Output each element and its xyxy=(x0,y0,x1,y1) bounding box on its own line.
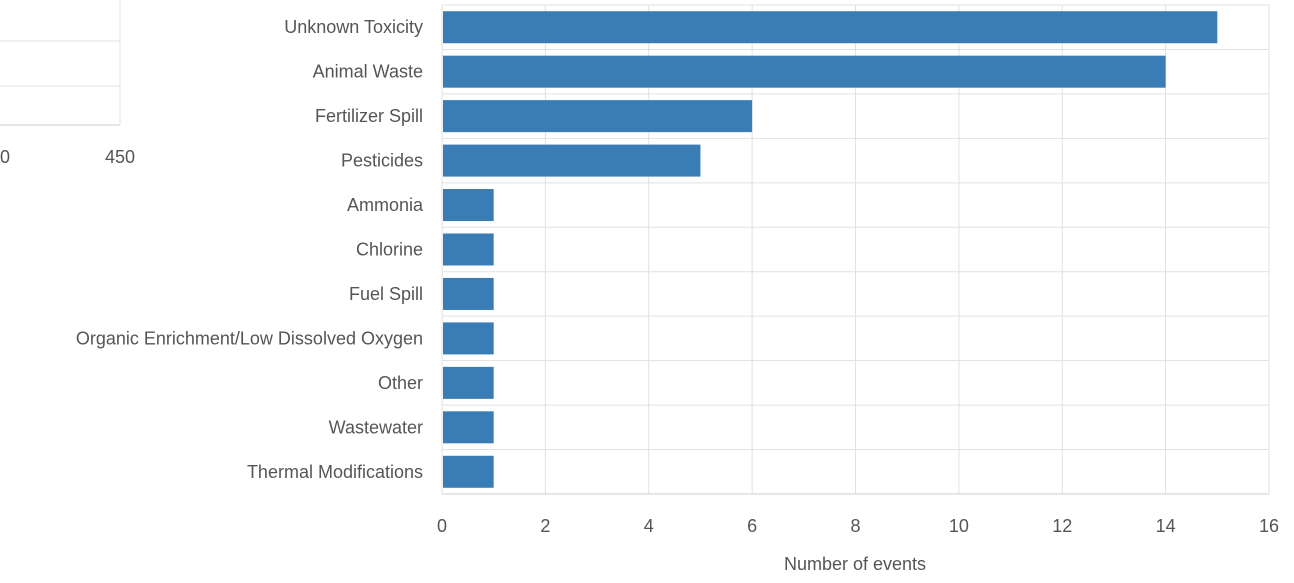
bar[interactable] xyxy=(443,100,753,133)
bar[interactable] xyxy=(443,144,701,177)
category-label: Organic Enrichment/Low Dissolved Oxygen xyxy=(76,328,423,348)
x-tick-label: 12 xyxy=(1052,516,1072,536)
category-label: Chlorine xyxy=(356,240,423,260)
x-tick-label: 6 xyxy=(747,516,757,536)
x-tick-label: 14 xyxy=(1156,516,1176,536)
x-tick-label: 16 xyxy=(1259,516,1279,536)
category-label: Unknown Toxicity xyxy=(284,17,423,37)
bar[interactable] xyxy=(443,455,494,488)
bar[interactable] xyxy=(443,322,494,355)
bar[interactable] xyxy=(443,411,494,444)
bar[interactable] xyxy=(443,11,1218,44)
category-label: Fuel Spill xyxy=(349,284,423,304)
fragment-tick-label: 450 xyxy=(105,147,135,167)
bar[interactable] xyxy=(443,189,494,222)
bar[interactable] xyxy=(443,233,494,266)
category-label: Ammonia xyxy=(347,195,424,215)
category-label: Thermal Modifications xyxy=(247,462,423,482)
category-label: Wastewater xyxy=(329,417,423,437)
fragment-tick-label: 00 xyxy=(0,147,10,167)
partial-chart-fragment: 00 450 xyxy=(0,0,135,167)
x-tick-label: 0 xyxy=(437,516,447,536)
category-label: Fertilizer Spill xyxy=(315,106,423,126)
x-tick-label: 8 xyxy=(850,516,860,536)
bar[interactable] xyxy=(443,277,494,310)
category-labels: Unknown Toxicity Animal Waste Fertilizer S… xyxy=(76,17,424,482)
category-label: Other xyxy=(378,373,423,393)
category-label: Pesticides xyxy=(341,151,423,171)
bar[interactable] xyxy=(443,366,494,399)
category-label: Animal Waste xyxy=(313,62,423,82)
x-tick-label: 2 xyxy=(540,516,550,536)
x-axis-ticks: 0 2 4 6 8 10 12 14 16 xyxy=(437,516,1279,536)
x-tick-label: 4 xyxy=(644,516,654,536)
bars xyxy=(443,11,1218,488)
x-axis-title: Number of events xyxy=(784,554,926,574)
x-tick-label: 10 xyxy=(949,516,969,536)
bar[interactable] xyxy=(443,55,1166,88)
